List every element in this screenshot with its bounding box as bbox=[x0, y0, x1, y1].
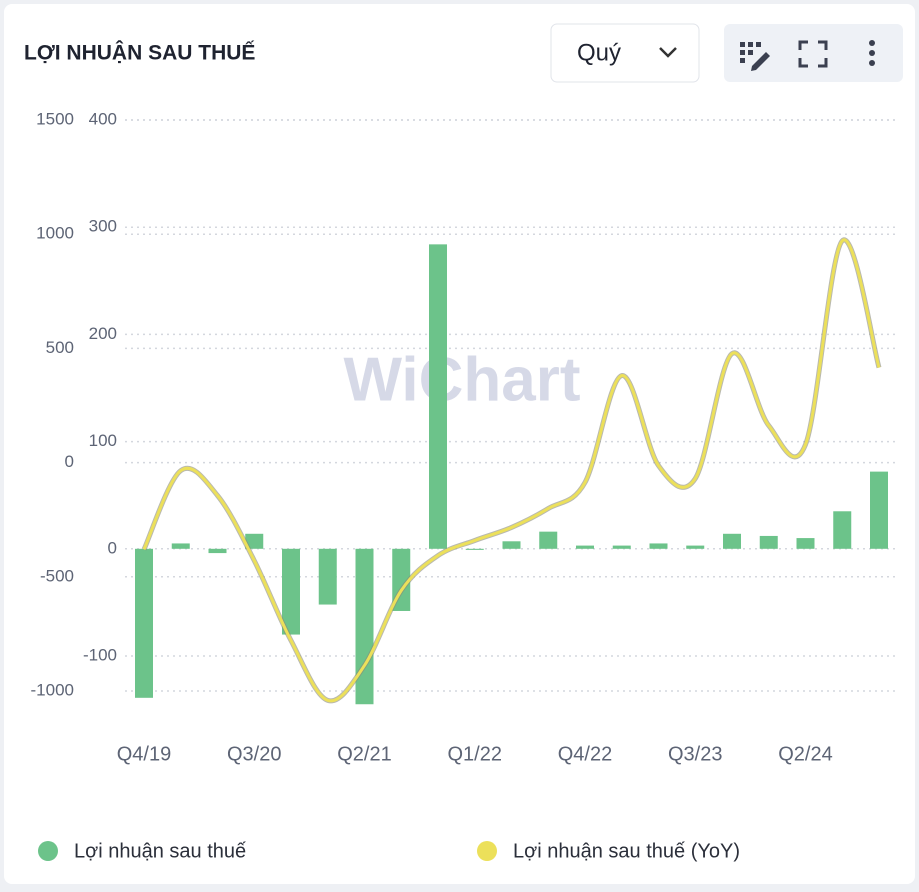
more-icon[interactable] bbox=[869, 40, 875, 66]
x-tick-label: Q4/22 bbox=[558, 743, 612, 765]
legend-label: Lợi nhuận sau thuế bbox=[74, 840, 246, 862]
bar bbox=[649, 543, 668, 549]
fullscreen-icon[interactable] bbox=[798, 40, 828, 68]
chart-title: LỢI NHUẬN SAU THUẾ bbox=[24, 41, 255, 65]
card bbox=[4, 4, 915, 884]
y-tick-label: 1500 bbox=[36, 109, 74, 128]
bar bbox=[208, 548, 227, 554]
dropdown-chevron[interactable] bbox=[659, 47, 677, 58]
edit-icon[interactable] bbox=[740, 42, 770, 71]
bar bbox=[796, 538, 815, 549]
period-dropdown[interactable]: Quý bbox=[550, 23, 700, 83]
x-tick-label: Q4/19 bbox=[117, 743, 171, 765]
bar bbox=[539, 531, 558, 549]
x-tick-label: Q2/24 bbox=[778, 743, 832, 765]
dropdown-box[interactable] bbox=[550, 23, 700, 83]
watermark: WiChart bbox=[343, 345, 580, 414]
y2-tick-label: 200 bbox=[89, 324, 117, 343]
dropdown-label[interactable]: Quý bbox=[577, 39, 621, 66]
y-tick-label: 0 bbox=[65, 452, 74, 471]
bar bbox=[870, 471, 888, 549]
y2-tick-label: 300 bbox=[89, 217, 117, 236]
x-tick-label: Q3/20 bbox=[227, 743, 281, 765]
toolbar bbox=[724, 24, 903, 82]
bar bbox=[612, 545, 631, 549]
bar bbox=[245, 533, 264, 549]
bar bbox=[576, 545, 594, 549]
y2-tick-label: 0 bbox=[108, 538, 117, 557]
bar bbox=[429, 244, 447, 549]
bar bbox=[759, 535, 778, 549]
y2-tick-label: -100 bbox=[83, 645, 117, 664]
x-tick-label: Q3/23 bbox=[668, 743, 722, 765]
bar bbox=[135, 548, 153, 698]
bar bbox=[833, 511, 852, 549]
legend-marker bbox=[38, 841, 58, 861]
y-tick-label: -1000 bbox=[31, 680, 74, 699]
line bbox=[142, 238, 881, 703]
x-tick-label: Q2/21 bbox=[337, 743, 391, 765]
x-tick-label: Q1/22 bbox=[448, 743, 502, 765]
y2-tick-label: 100 bbox=[89, 431, 117, 450]
y-tick-label: 1000 bbox=[36, 224, 74, 243]
bar bbox=[723, 533, 741, 549]
bar bbox=[171, 543, 190, 549]
legend-marker bbox=[477, 841, 497, 861]
bar bbox=[502, 541, 521, 549]
bar bbox=[355, 548, 374, 705]
y2-tick-label: 400 bbox=[89, 109, 117, 128]
y-tick-label: -500 bbox=[40, 566, 74, 585]
y-tick-label: 500 bbox=[46, 338, 74, 357]
bar bbox=[282, 548, 300, 635]
bar bbox=[686, 545, 705, 549]
bar bbox=[318, 548, 337, 605]
bar bbox=[465, 548, 484, 550]
legend-label: Lợi nhuận sau thuế (YoY) bbox=[513, 840, 740, 862]
